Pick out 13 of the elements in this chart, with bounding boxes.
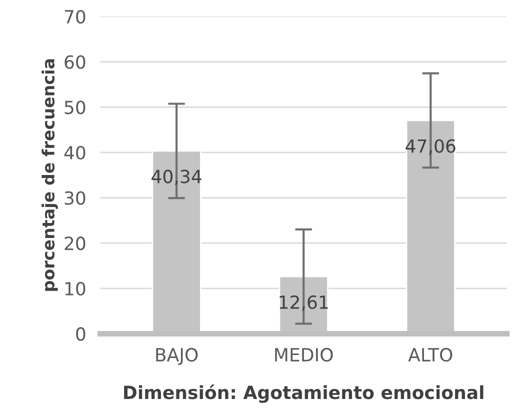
y-tick-label: 0 xyxy=(76,327,86,341)
x-tick-label: ALTO xyxy=(408,348,452,362)
y-axis-title: porcentaje de frecuencia xyxy=(42,59,58,291)
x-tick-label: MEDIO xyxy=(275,348,333,362)
y-tick-label: 40 xyxy=(64,146,86,160)
y-tick-label: 10 xyxy=(65,282,86,296)
y-tick-label: 50 xyxy=(64,100,86,114)
y-tick-label: 30 xyxy=(64,191,86,205)
y-tick-label: 70 xyxy=(64,10,86,24)
y-tick-label: 60 xyxy=(64,55,86,69)
x-axis-title: Dimensión: Agotamiento emocional xyxy=(124,384,484,403)
y-tick-label: 20 xyxy=(64,236,86,250)
x-tick-label: BAJO xyxy=(156,348,198,365)
